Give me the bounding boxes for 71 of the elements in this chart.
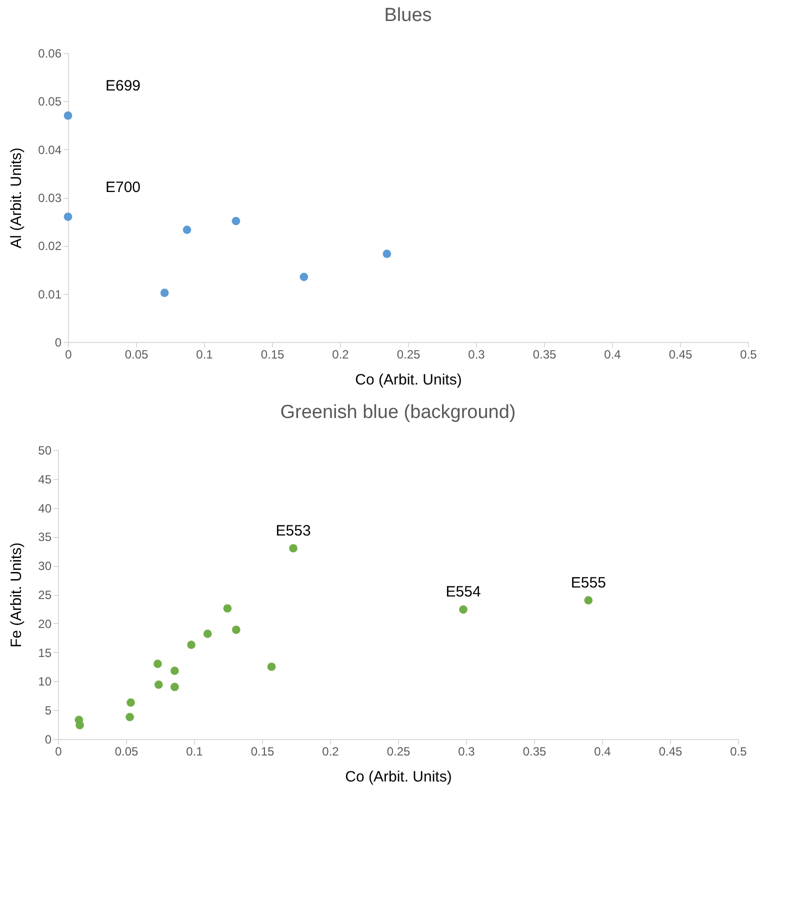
x-tick-label: 0.05 (124, 348, 148, 362)
y-tick-label: 40 (38, 501, 52, 516)
point (154, 680, 163, 689)
point (170, 666, 179, 675)
y-tick-label: 45 (38, 472, 52, 486)
annotation: E554 (446, 584, 481, 601)
x-tick-label: 0.05 (114, 744, 138, 758)
y-axis-title: Al (Arbit. Units) (8, 148, 26, 248)
y-tick-label: 35 (38, 530, 52, 544)
x-tick-label: 0.3 (468, 348, 486, 362)
point (232, 216, 240, 226)
annotation: E700 (105, 178, 141, 196)
x-tick-label: 0.4 (604, 348, 622, 362)
point (182, 226, 192, 234)
y-tick-label: 0.01 (38, 287, 62, 302)
y-tick-label: 5 (44, 704, 52, 718)
point (64, 212, 72, 221)
x-tick-label: 0.45 (658, 744, 682, 758)
x-tick-label: 0.2 (332, 348, 350, 362)
point (289, 544, 298, 552)
point (223, 604, 232, 613)
x-tick-label: 0.15 (250, 744, 274, 758)
y-tick-label: 50 (38, 444, 52, 458)
y-tick-label: 25 (38, 588, 52, 602)
y-tick-label: 0.03 (38, 191, 62, 205)
y-tick-label: 0 (54, 336, 62, 350)
y-axis-title: Fe (Arbit. Units) (8, 542, 26, 648)
x-tick-label: 0.4 (594, 744, 612, 758)
y-tick-label: 10 (38, 674, 52, 689)
point (584, 596, 593, 604)
y-tick-label: 0.04 (38, 142, 62, 157)
x-tick-label: 0.45 (668, 348, 692, 362)
point (126, 698, 135, 707)
point (267, 662, 276, 671)
x-tick-label: 0.15 (260, 348, 284, 362)
y-tick-label: 0.02 (38, 239, 62, 254)
x-tick-label: 0.5 (730, 744, 748, 758)
x-tick-label: 0.25 (386, 744, 410, 758)
x-tick-label: 0.1 (186, 744, 204, 758)
annotation: E699 (105, 78, 141, 95)
x-tick-label: 0.35 (532, 348, 556, 362)
y-tick-label: 20 (38, 616, 52, 631)
point (170, 682, 179, 692)
point (160, 288, 169, 298)
annotation: E553 (276, 522, 311, 540)
point (203, 630, 212, 638)
point (232, 626, 240, 634)
y-tick-label: 30 (38, 559, 52, 574)
chart-title: Blues (384, 5, 432, 26)
x-tick-label: 0.1 (196, 348, 214, 362)
annotation: E555 (570, 574, 606, 592)
point (126, 712, 134, 722)
point (459, 605, 468, 614)
point (187, 640, 196, 649)
point (300, 272, 308, 282)
y-tick-label: 0 (44, 732, 52, 746)
x-axis-title: Co (Arbit. Units) (355, 372, 462, 388)
y-tick-label: 0.05 (38, 94, 62, 109)
chart-title: Greenish blue (background) (280, 402, 516, 423)
y-tick-label: 0.06 (38, 46, 62, 60)
x-tick-label: 0.2 (322, 744, 340, 758)
point (154, 660, 162, 668)
x-tick-label: 0.3 (458, 744, 476, 758)
x-tick-label: 0.35 (522, 744, 546, 758)
x-tick-label: 0.25 (396, 348, 420, 362)
x-axis-title: Co (Arbit. Units) (345, 768, 452, 786)
point (64, 111, 72, 120)
x-tick-label: 0.5 (740, 348, 758, 362)
x-tick-label: 0 (65, 348, 72, 362)
point (382, 250, 392, 258)
y-tick-label: 15 (38, 646, 52, 660)
